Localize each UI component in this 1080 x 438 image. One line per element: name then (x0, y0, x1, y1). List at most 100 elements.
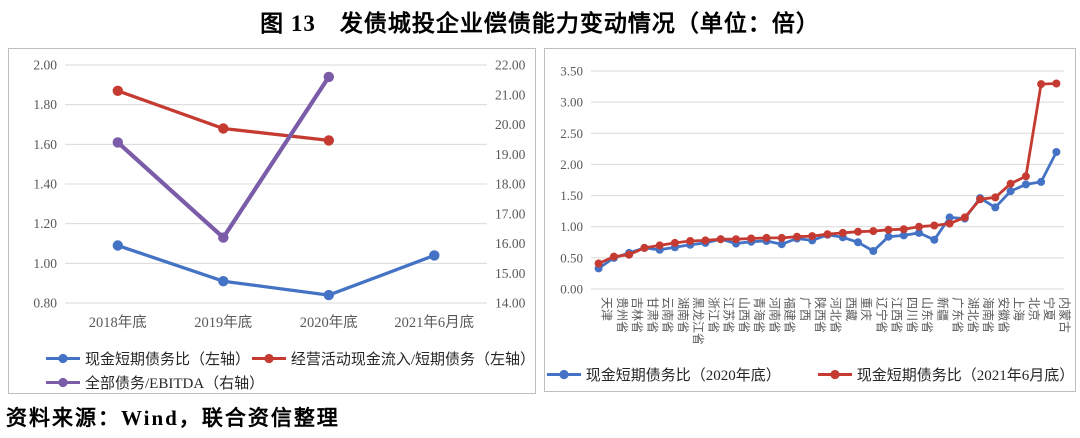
x-axis-category-label: 贵州省 (615, 297, 629, 333)
x-axis-category-label: 四川省 (905, 297, 919, 333)
data-point-red (991, 193, 1000, 202)
x-axis-category-label: 河南省 (767, 297, 782, 333)
x-axis-category-label: 2020年底 (300, 314, 358, 331)
data-point-red (323, 135, 334, 146)
x-axis-category-label: 天津 (600, 297, 614, 321)
left-chart: 2.00 1.80 1.60 1.40 1.20 1.00 0.80 22.00 21.00 20… (33, 58, 526, 332)
data-point-red (899, 225, 908, 234)
data-point-red (640, 243, 649, 252)
x-axis-category-label: 2021年6月底 (394, 314, 474, 331)
x-axis-category-label: 山东省 (920, 297, 934, 333)
right-axis-tick-label: 18.00 (495, 177, 526, 192)
data-point-red (747, 234, 756, 243)
x-axis-category-label: 甘肃省 (645, 297, 659, 333)
x-axis-category-label: 西藏 (844, 297, 858, 321)
data-point-red (1037, 80, 1046, 89)
data-point-red (625, 250, 634, 259)
x-axis-category-label: 湖北省 (966, 297, 981, 333)
x-axis-category-label: 2018年底 (89, 314, 147, 331)
left-axis-tick-label: 1.40 (33, 177, 57, 192)
left-chart-legend: 现金短期债务比（左轴） 经营活动现金流入/短期债务（左轴） 全部债务/EBITDA（… (9, 346, 535, 394)
right-axis-tick-label: 22.00 (495, 58, 526, 73)
left-axis-tick-label: 1.60 (33, 137, 57, 152)
y-axis-tick-label: 3.00 (560, 95, 583, 110)
data-point-red (838, 228, 847, 237)
data-point-red (793, 232, 801, 241)
x-axis-category-label: 2019年底 (194, 314, 252, 331)
right-axis-tick-label: 20.00 (495, 117, 526, 132)
x-axis-category-label: 河北省 (829, 297, 843, 333)
data-point-purple (218, 232, 229, 243)
data-point-blue (112, 240, 124, 251)
right-axis-tick-label: 15.00 (495, 266, 526, 281)
series-line-blue (597, 151, 1058, 270)
data-point-blue (915, 228, 923, 237)
data-point-red (823, 230, 832, 239)
data-point-blue (869, 247, 878, 255)
y-axis-tick-label: 2.00 (560, 157, 583, 172)
right-axis-tick-label: 14.00 (495, 296, 526, 311)
data-point-red (655, 241, 664, 250)
data-point-red (762, 233, 771, 242)
left-axis-tick-label: 2.00 (33, 58, 57, 73)
left-axis-tick-label: 1.20 (33, 216, 57, 231)
legend-label: 全部债务/EBITDA（右轴） (85, 375, 265, 392)
legend-label: 经营活动现金流入/短期债务（左轴） (290, 351, 535, 368)
x-axis-category-label: 内蒙古 (1057, 297, 1072, 333)
data-point-red (609, 252, 618, 261)
legend-item: 现金短期债务比（2020年底） (546, 364, 781, 385)
x-axis-category-label: 黑龙江省 (691, 297, 705, 345)
legend-dot (830, 369, 840, 379)
right-axis-tick-label: 16.00 (495, 236, 526, 251)
x-axis-category-label: 云南省 (661, 297, 676, 333)
data-point-purple (323, 71, 334, 83)
y-axis-tick-label: 0.50 (560, 250, 583, 265)
data-point-blue (1037, 177, 1046, 186)
y-axis-tick-label: 2.50 (560, 126, 583, 141)
data-point-red (594, 259, 603, 268)
data-point-blue (323, 289, 334, 301)
x-axis-category-label: 福建省 (783, 297, 798, 333)
data-point-red (930, 221, 939, 230)
data-point-blue (218, 276, 229, 287)
left-chart-panel: 2.00 1.80 1.60 1.40 1.20 1.00 0.80 22.00 21.00 20… (8, 48, 536, 394)
left-axis-tick-label: 1.80 (33, 97, 57, 112)
data-point-blue (1006, 187, 1015, 196)
data-point-red (218, 123, 229, 134)
left-axis-tick-label: 1.00 (33, 256, 57, 271)
x-axis-category-label: 辽宁省 (874, 297, 889, 333)
x-axis-category-label: 宁夏 (1042, 297, 1057, 321)
data-point-blue (899, 231, 908, 240)
data-point-blue (777, 240, 786, 249)
x-axis-category-label: 新疆 (935, 297, 950, 321)
x-axis-category-label: 青海省 (752, 297, 767, 333)
data-source-note: 资料来源：Wind，联合资信整理 (6, 406, 340, 430)
figure-title: 图 13 发债城投企业偿债能力变动情况（单位：倍） (260, 11, 820, 36)
legend-item: 经营活动现金流入/短期债务（左轴） (251, 348, 535, 369)
data-point-red (686, 237, 695, 245)
data-point-blue (854, 238, 862, 247)
legend-marker-icon (46, 377, 80, 387)
x-axis-category-label: 江西省 (890, 297, 904, 333)
right-chart-legend: 现金短期债务比（2020年底） 现金短期债务比（2021年6月底） (545, 362, 1075, 386)
legend-item: 现金短期债务比（2021年6月底） (817, 364, 1075, 385)
data-point-red (777, 233, 786, 242)
data-point-red (945, 219, 954, 228)
legend-dot (559, 369, 569, 379)
legend-item: 全部债务/EBITDA（右轴） (45, 372, 289, 393)
data-point-red (976, 195, 985, 204)
data-point-purple (112, 137, 124, 148)
x-axis-category-label: 山西省 (737, 297, 751, 333)
data-point-blue (429, 250, 440, 261)
data-point-red (960, 213, 969, 222)
data-point-red (112, 85, 124, 96)
right-axis-tick-label: 21.00 (495, 87, 526, 102)
legend-dot (58, 377, 68, 387)
legend-row: 全部债务/EBITDA（右轴） (45, 370, 535, 394)
y-axis-tick-label: 0.00 (560, 282, 583, 297)
legend-marker-icon (46, 353, 80, 363)
legend-label: 现金短期债务比（2021年6月底） (856, 367, 1075, 384)
legend-label: 现金短期债务比（2020年底） (585, 367, 781, 384)
left-axis-tick-label: 0.80 (33, 296, 57, 311)
